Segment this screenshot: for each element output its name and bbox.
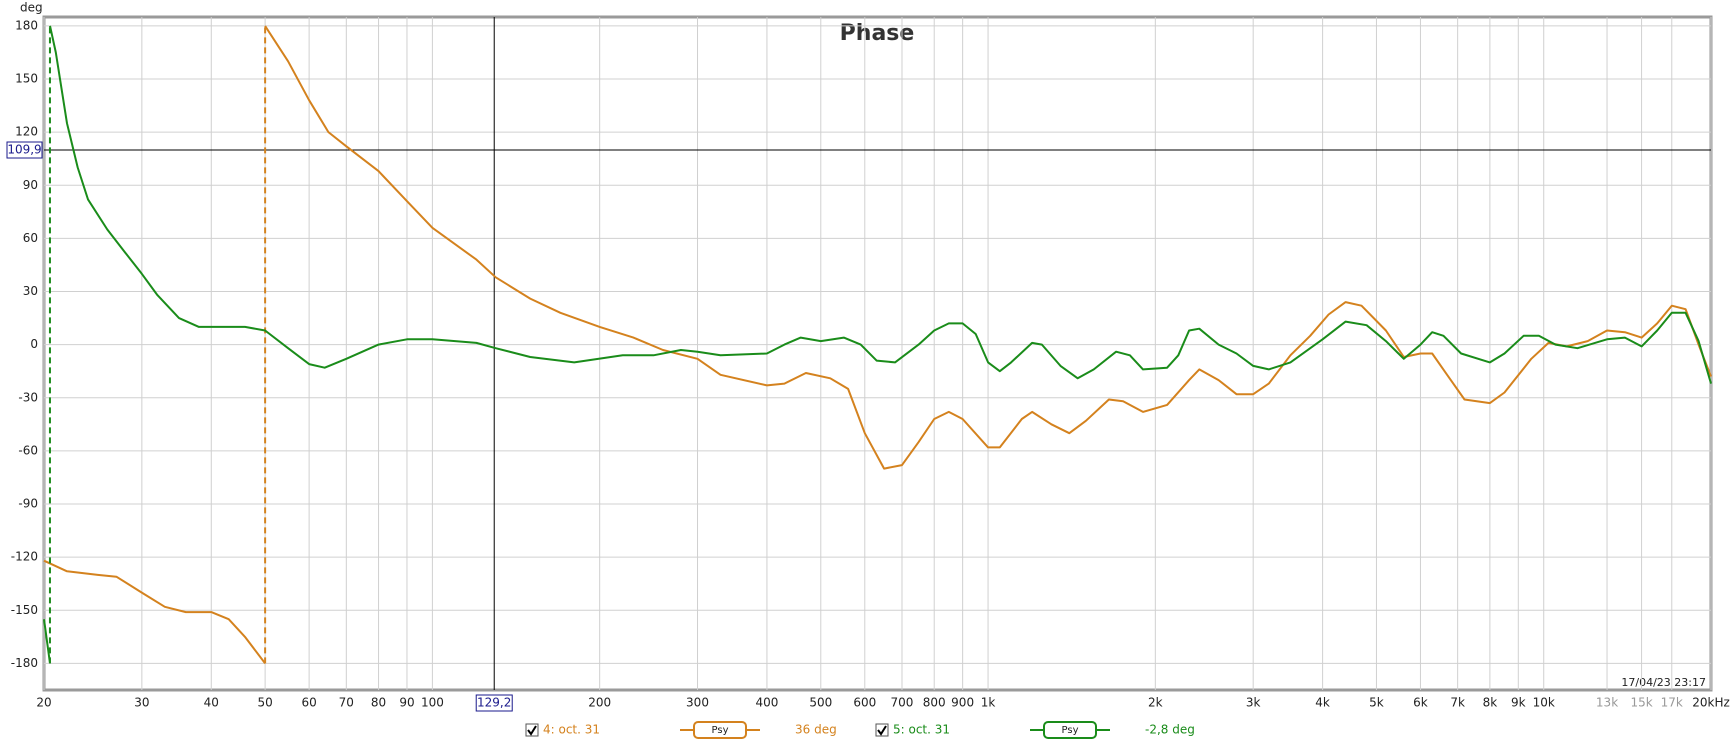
x-tick-label: 100 xyxy=(421,696,444,710)
x-tick-label: 20 xyxy=(36,696,51,710)
x-tick-label: 70 xyxy=(339,696,354,710)
x-tick-label: 10k xyxy=(1533,696,1555,710)
phase-line xyxy=(43,25,1712,665)
legend-name: 5: oct. 31 xyxy=(893,723,950,737)
smoothing-label: Psy xyxy=(1062,725,1079,736)
y-tick-label: -30 xyxy=(18,390,38,404)
x-tick-label: 90 xyxy=(399,696,414,710)
legend-name: 4: oct. 31 xyxy=(543,723,600,737)
x-tick-label: 6k xyxy=(1413,696,1428,710)
y-tick-label: 180 xyxy=(15,18,38,32)
y-tick-label: -90 xyxy=(18,497,38,511)
checkmark xyxy=(877,725,887,736)
legend-readout: -2,8 deg xyxy=(1145,723,1195,737)
chart-title: Phase xyxy=(840,21,915,46)
x-tick-label: 1k xyxy=(981,696,996,710)
timestamp: 17/04/23 23:17 xyxy=(1621,676,1706,689)
x-tick-label: 60 xyxy=(301,696,316,710)
y-tick-label: 120 xyxy=(15,125,38,139)
x-tick-label: 8k xyxy=(1483,696,1498,710)
cursor-x-box xyxy=(475,694,513,712)
smoothing-button[interactable] xyxy=(1043,721,1097,739)
legend-item: 5: oct. 31 Psy -2,8 deg xyxy=(875,721,1195,739)
y-tick-label: 60 xyxy=(23,231,38,245)
legend-item: 4: oct. 31 Psy 36 deg xyxy=(525,721,837,739)
x-tick-label: 80 xyxy=(371,696,386,710)
x-tick-label: 800 xyxy=(923,696,946,710)
cursor-x-label: 129,2 xyxy=(477,696,511,710)
x-tick-label: 30 xyxy=(134,696,149,710)
smoothing-button[interactable] xyxy=(693,721,747,739)
x-tick-label: 9k xyxy=(1511,696,1526,710)
x-tick-label: 50 xyxy=(257,696,272,710)
x-tick-label: 5k xyxy=(1369,696,1384,710)
x-tick-label: 2k xyxy=(1148,696,1163,710)
x-tick-label: 40 xyxy=(204,696,219,710)
checkmark xyxy=(527,725,537,736)
x-tick-label: 3k xyxy=(1246,696,1261,710)
grid xyxy=(43,17,1712,690)
x-tick-label: 200 xyxy=(588,696,611,710)
x-tick-label: 20kHz xyxy=(1692,696,1730,710)
x-tick-label: 600 xyxy=(853,696,876,710)
y-tick-label: -60 xyxy=(18,443,38,457)
smoothing-label: Psy xyxy=(712,725,729,736)
x-tick-label: 900 xyxy=(951,696,974,710)
x-tick-label: 300 xyxy=(686,696,709,710)
phase-line xyxy=(43,25,1712,664)
y-tick-label: -120 xyxy=(11,550,38,564)
x-tick-label: 4k xyxy=(1315,696,1330,710)
y-tick-label: 90 xyxy=(23,178,38,192)
cursor-y-box xyxy=(6,141,43,159)
x-tick-label: 500 xyxy=(809,696,832,710)
x-tick-label: 17k xyxy=(1661,696,1683,710)
y-tick-label: 0 xyxy=(30,337,38,351)
y-unit: deg xyxy=(20,1,43,15)
y-tick-label: -150 xyxy=(11,603,38,617)
x-tick-label: 13k xyxy=(1596,696,1618,710)
x-tick-label: 7k xyxy=(1450,696,1465,710)
y-tick-label: 30 xyxy=(23,284,38,298)
y-tick-label: -180 xyxy=(11,656,38,670)
y-tick-label: 150 xyxy=(15,71,38,85)
cursor-y-label: 109,9 xyxy=(7,143,41,157)
legend-readout: 36 deg xyxy=(795,723,837,737)
x-tick-label: 700 xyxy=(891,696,914,710)
x-tick-label: 400 xyxy=(755,696,778,710)
x-tick-label: 15k xyxy=(1630,696,1652,710)
